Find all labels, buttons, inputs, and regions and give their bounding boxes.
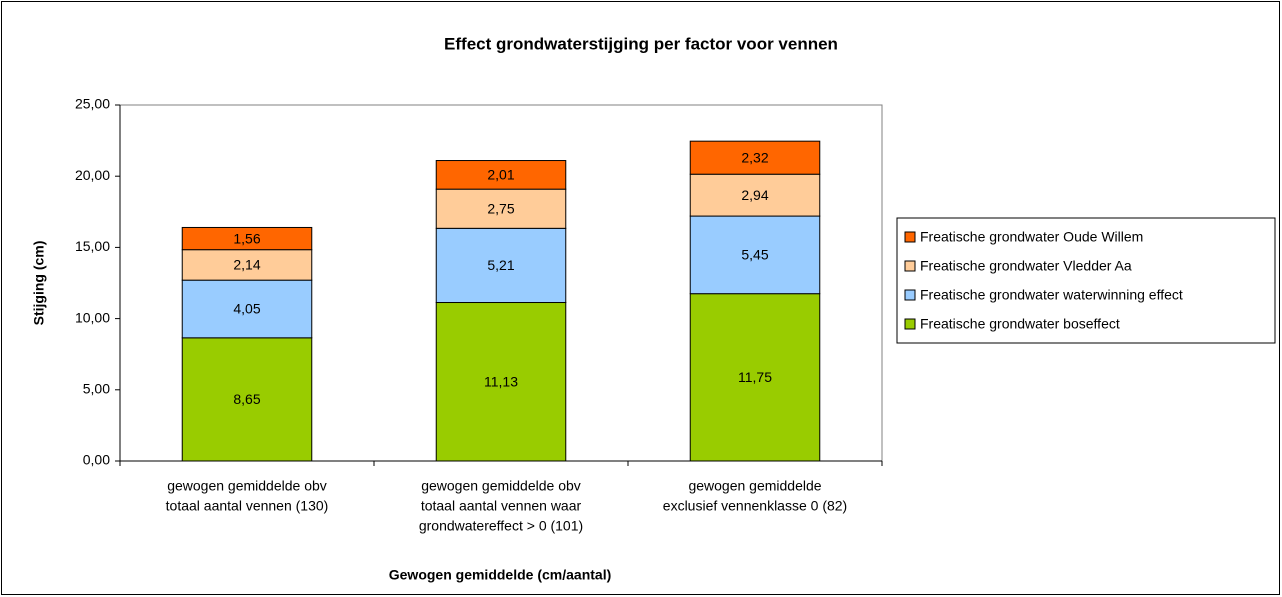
- value-label: 11,75: [738, 369, 772, 385]
- x-tick-label: totaal aantal vennen (130): [166, 498, 329, 514]
- bar-segment: [435, 188, 567, 229]
- value-label: 2,14: [233, 257, 260, 273]
- y-tick-label: 25,00: [75, 96, 110, 112]
- x-tick-label: gewogen gemiddelde obv: [421, 478, 581, 494]
- y-tick-label: 5,00: [83, 381, 110, 397]
- y-tick-label: 10,00: [75, 309, 110, 325]
- bar-segment: [181, 249, 313, 281]
- value-label: 4,05: [233, 301, 260, 317]
- x-tick-label: gewogen gemiddelde obv: [167, 478, 327, 494]
- chart-title: Effect grondwaterstijging per factor voo…: [444, 34, 838, 53]
- value-label: 11,13: [484, 373, 518, 389]
- value-label: 1,56: [233, 230, 260, 246]
- legend-box: [896, 217, 1276, 344]
- bar-segment: [435, 302, 567, 462]
- value-label: 8,65: [233, 391, 260, 407]
- value-label: 5,45: [741, 247, 768, 263]
- x-tick-label: exclusief vennenklasse 0 (82): [663, 498, 847, 514]
- legend-label: Freatische grondwater waterwinning effec…: [920, 287, 1183, 303]
- y-tick-label: 20,00: [75, 167, 110, 183]
- x-tick-label: grondwatereffect > 0 (101): [419, 518, 583, 534]
- value-label: 2,32: [741, 149, 768, 165]
- y-tick-label: 0,00: [83, 452, 110, 468]
- y-axis-title: Stijging (cm): [31, 241, 47, 326]
- bar-segment: [181, 226, 313, 251]
- y-tick-label: 15,00: [75, 238, 110, 254]
- legend-swatch: [904, 318, 916, 330]
- bar-segment: [435, 160, 567, 190]
- bar-segment: [689, 140, 821, 175]
- legend-swatch: [904, 260, 916, 272]
- bar-segment: [689, 293, 821, 462]
- bar-segment: [689, 173, 821, 217]
- value-label: 5,21: [487, 257, 514, 273]
- legend-swatch: [904, 231, 916, 243]
- value-label: 2,94: [741, 187, 768, 203]
- legend-swatch: [904, 289, 916, 301]
- x-tick-label: totaal aantal vennen waar: [421, 498, 582, 514]
- value-label: 2,01: [487, 167, 514, 183]
- value-label: 2,75: [487, 200, 514, 216]
- legend-label: Freatische grondwater boseffect: [920, 316, 1120, 332]
- bar-segment: [689, 215, 821, 295]
- legend-label: Freatische grondwater Oude Willem: [920, 229, 1143, 245]
- x-axis-title: Gewogen gemiddelde (cm/aantal): [389, 567, 612, 583]
- legend-label: Freatische grondwater Vledder Aa: [920, 258, 1132, 274]
- x-tick-label: gewogen gemiddelde: [688, 478, 821, 494]
